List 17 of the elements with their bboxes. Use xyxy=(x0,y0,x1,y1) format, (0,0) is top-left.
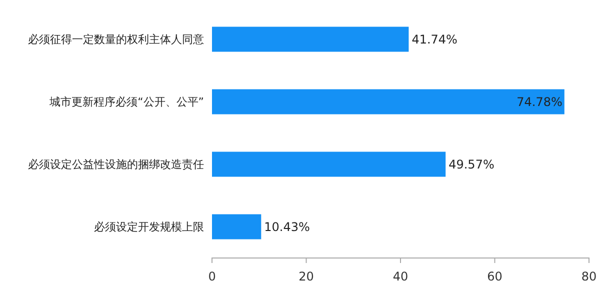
x-tick-label: 20 xyxy=(298,269,314,284)
y-tick-label: 必须征得一定数量的权利主体人同意 xyxy=(28,32,204,46)
x-tick-label: 60 xyxy=(487,269,502,284)
y-tick-label: 城市更新程序必须“公开、公平” xyxy=(48,95,204,108)
bar xyxy=(212,214,262,240)
data-label: 41.74% xyxy=(412,32,458,46)
data-label: 74.78% xyxy=(516,94,562,109)
y-tick-label: 必须设定公益性设施的捆绑改造责任 xyxy=(28,158,204,171)
data-label: 49.57% xyxy=(448,157,494,172)
x-tick-label: 0 xyxy=(208,269,216,284)
bar xyxy=(212,152,446,177)
x-tick-label: 80 xyxy=(581,269,597,284)
x-tick-label: 40 xyxy=(392,269,408,284)
bar xyxy=(212,89,564,114)
y-tick-label: 必须设定开发规模上限 xyxy=(94,220,204,234)
data-label: 10.43% xyxy=(264,220,310,234)
bar xyxy=(212,26,409,52)
